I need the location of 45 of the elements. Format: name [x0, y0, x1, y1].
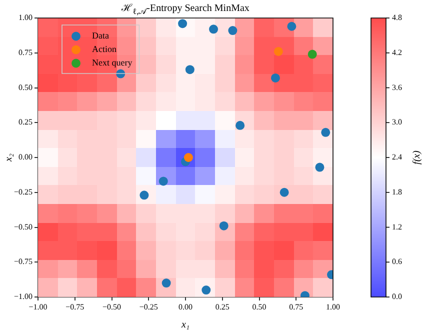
y-tick-label: 0.50: [18, 82, 32, 92]
y-tick-label: 1.00: [18, 13, 32, 22]
x-tick-label: −0.25: [139, 302, 158, 312]
point: [228, 26, 238, 36]
legend-label: Action: [92, 44, 117, 54]
point: [158, 176, 168, 186]
color-bar-label: 4.8: [392, 13, 402, 22]
point: [219, 221, 228, 230]
color-bar-label: 1.8: [392, 187, 402, 196]
y-tick-label: −0.25: [14, 187, 32, 196]
x-tick-label: −0.50: [102, 302, 122, 312]
y-tick-label: −0.50: [14, 222, 32, 232]
point: [185, 65, 194, 74]
color-bar-label: 2.4: [392, 152, 402, 162]
color-bar-label: 4.2: [392, 48, 402, 57]
y-tick-label: 0.00: [18, 152, 32, 162]
point: [209, 24, 218, 34]
legend-label: Data: [92, 30, 109, 41]
x-tick-label: 0.25: [215, 302, 230, 312]
y-tick-label: −1.00: [14, 292, 32, 302]
color-bar-label: 3.6: [392, 82, 402, 92]
x-tick-label: −1.00: [28, 302, 48, 312]
color-bar-label: 1.2: [392, 222, 402, 232]
color-bar-label: 0.0: [392, 292, 402, 302]
point: [287, 22, 296, 31]
point: [308, 50, 317, 59]
y-tick-label: −0.75: [14, 257, 32, 266]
x-axis-title: x₁: [180, 320, 190, 331]
legend-label: Next query: [92, 58, 133, 68]
x-tick-label: 1.00: [326, 302, 340, 312]
x-tick-label: 0.00: [178, 302, 192, 312]
x-tick-label: 0.50: [252, 302, 266, 312]
point: [270, 73, 280, 82]
point: [274, 46, 283, 56]
color-bar-title: f(x): [412, 150, 423, 164]
y-tick-label: 0.25: [18, 118, 32, 127]
point: [315, 162, 324, 172]
point: [321, 128, 330, 137]
chart-title: ℋ$_{ℓ,𝒜}$-Entropy Search MinMax: [120, 2, 250, 18]
color-bar-label: 3.0: [392, 118, 402, 127]
x-tick-label: 0.75: [289, 302, 304, 312]
y-axis-title: x₂: [4, 153, 15, 162]
color-bar-label: 0.6: [392, 257, 402, 266]
x-tick-label: −0.75: [66, 302, 84, 312]
y-tick-label: 0.75: [18, 48, 32, 57]
